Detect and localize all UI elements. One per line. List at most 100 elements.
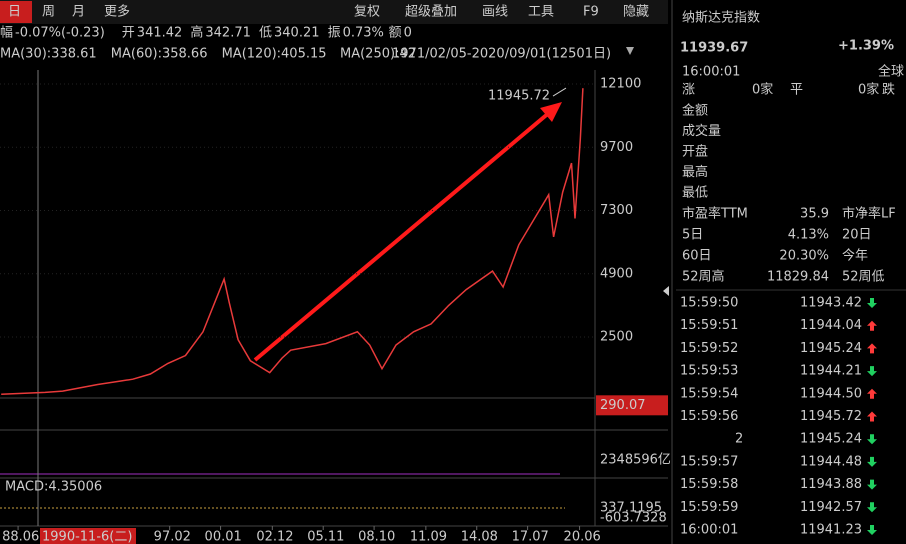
stat-label: 20日 — [842, 228, 872, 243]
tick-time: 15:59:50 — [680, 296, 738, 311]
tick-direction — [867, 298, 877, 308]
hover-date: 1990-11-6(二) — [42, 530, 132, 544]
x-tick-label: 20.06 — [564, 530, 601, 544]
quote-name: 纳斯达克指数 — [682, 11, 760, 26]
info-item: 340.21 — [274, 26, 320, 41]
macd-title: MACD:4.35006 — [5, 480, 102, 495]
breadth-item: 涨 — [682, 83, 695, 98]
macd-lower: -603.7328 — [600, 511, 667, 526]
tick-time: 15:59:57 — [680, 454, 738, 469]
info-item: 额 — [389, 26, 402, 41]
quote-region: 全球 — [878, 64, 904, 80]
quote-change: +1.39% — [838, 39, 894, 54]
x-tick-label: 08.10 — [358, 530, 395, 544]
tick-time: 15:59:51 — [680, 318, 738, 333]
range-label: 1971/02/05-2020/09/01(12501日) — [392, 47, 611, 62]
tick-price: 11944.04 — [800, 318, 862, 333]
toolbar-button[interactable]: F9 — [583, 5, 599, 20]
tick-price: 11945.24 — [800, 341, 862, 356]
tick-price: 11944.21 — [800, 364, 862, 379]
stat-label: 52周低 — [842, 270, 885, 285]
quote-price: 11939.67 — [680, 41, 748, 56]
tick-direction — [867, 366, 877, 377]
tick-direction — [867, 411, 877, 422]
breadth-item: 平 — [790, 83, 803, 98]
tick-time: 2 — [735, 432, 743, 447]
toolbar-button[interactable]: 隐藏 — [623, 5, 649, 20]
x-tick-label: 17.07 — [512, 530, 549, 544]
tick-direction — [867, 434, 877, 445]
price-line — [1, 88, 584, 396]
x-tick-label: 05.11 — [307, 530, 344, 544]
tick-price: 11944.50 — [800, 386, 862, 401]
trend-arrow — [253, 110, 552, 362]
high-label: 11945.72 — [488, 89, 550, 104]
info-item: 高 — [190, 25, 203, 41]
info-item: 342.71 — [205, 26, 251, 41]
hover-date-box — [40, 528, 136, 544]
x-tick-label: 00.01 — [205, 530, 242, 544]
ma-label: MA(250):42 — [340, 47, 416, 62]
field-label: 金额 — [682, 103, 708, 119]
stat-value: 11829.84 — [767, 270, 829, 285]
tick-price: 11945.72 — [800, 409, 862, 424]
info-item: 开 — [122, 26, 135, 41]
tick-time: 15:59:59 — [680, 500, 738, 515]
breadth-item: 0家 — [752, 82, 773, 98]
tick-time: 15:59:53 — [680, 364, 738, 379]
tick-direction — [867, 388, 877, 399]
toolbar — [0, 0, 668, 24]
toolbar-button[interactable]: 复权 — [354, 4, 380, 20]
info-item: 振 — [328, 26, 341, 41]
tick-time: 15:59:58 — [680, 477, 738, 492]
ma-label: MA(120):405.15 — [222, 47, 327, 62]
field-label: 成交量 — [682, 123, 721, 139]
y-tick-label: 12100 — [600, 76, 641, 91]
tick-direction — [867, 479, 877, 490]
x-tick-label: 97.02 — [154, 530, 191, 544]
x-tick-label: 88.06 — [2, 530, 39, 544]
low-label: 290.07 — [600, 398, 646, 413]
tick-price: 11943.42 — [800, 296, 862, 311]
tick-direction — [867, 456, 877, 467]
stat-label: 5日 — [682, 228, 703, 243]
toolbar-button[interactable]: 周 — [42, 5, 55, 20]
breadth-item: 0家 — [858, 82, 879, 98]
stat-label: 60日 — [682, 249, 712, 264]
breadth-item: 跌 — [882, 82, 895, 98]
ma-label: MA(30):338.61 — [0, 47, 97, 62]
stat-value: 35.9 — [800, 207, 829, 222]
quote-time: 16:00:01 — [682, 65, 740, 80]
toolbar-button[interactable]: 超级叠加 — [405, 5, 457, 20]
stat-label: 今年 — [842, 248, 868, 264]
y-tick-label: 2500 — [600, 330, 633, 345]
collapse-toggle[interactable] — [663, 286, 669, 296]
x-tick-label: 11.09 — [410, 530, 447, 544]
y-tick-label: 9700 — [600, 140, 633, 155]
info-item: 0.73% — [343, 26, 384, 41]
toolbar-button[interactable]: 更多 — [104, 4, 130, 20]
tick-direction — [867, 502, 877, 513]
tick-price: 11944.48 — [800, 454, 862, 469]
tick-price: 11942.57 — [800, 500, 862, 515]
x-tick-label: 02.12 — [256, 530, 293, 544]
active-tab — [0, 1, 32, 23]
info-item: 低 — [259, 26, 272, 41]
stat-label: 52周高 — [682, 269, 725, 285]
stat-label: 市净率LF — [842, 206, 896, 222]
dropdown[interactable] — [626, 47, 634, 55]
tick-price: 11943.88 — [800, 477, 862, 492]
low-label-box — [596, 395, 668, 416]
tick-time: 15:59:52 — [680, 341, 738, 356]
toolbar-button[interactable]: 画线 — [482, 5, 508, 20]
y-tick-label: 4900 — [600, 266, 633, 281]
toolbar-button[interactable]: 月 — [72, 5, 85, 20]
field-label: 最低 — [682, 186, 708, 201]
toolbar-button[interactable]: 日 — [8, 5, 21, 20]
tick-price: 11941.23 — [800, 523, 862, 538]
tick-time: 16:00:01 — [680, 523, 738, 538]
toolbar-button[interactable]: 工具 — [528, 5, 554, 20]
macd-upper: 337.1195 — [600, 501, 662, 516]
